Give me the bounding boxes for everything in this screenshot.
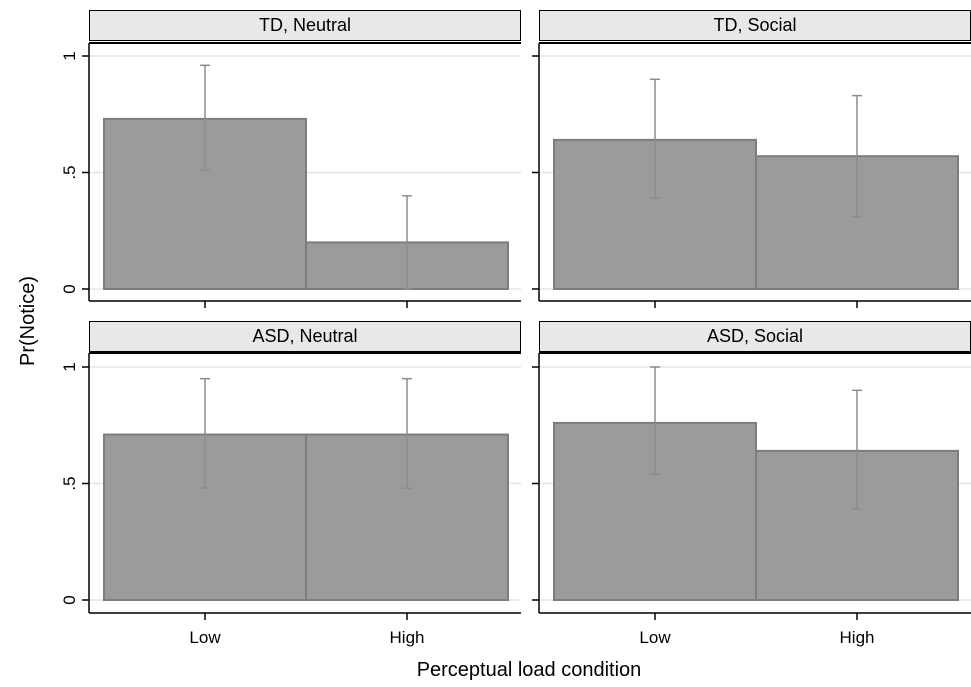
panel: TD, Neutral 0 .5 1 <box>60 10 521 308</box>
panel-strip <box>89 10 521 41</box>
y-tick-label: 1 <box>60 362 79 371</box>
x-tick-label: Low <box>189 628 221 647</box>
y-tick-label: 0 <box>60 284 79 293</box>
panel-strip <box>89 321 521 352</box>
y-tick-label: .5 <box>60 165 79 179</box>
panel: ASD, Social Low High <box>532 321 971 647</box>
y-tick-label: 0 <box>60 595 79 604</box>
x-axis-title: Perceptual load condition <box>417 659 642 681</box>
panel: TD, Social <box>532 10 971 308</box>
y-tick-label: 1 <box>60 51 79 60</box>
panel-title: TD, Social <box>713 15 796 35</box>
y-tick-label: .5 <box>60 476 79 490</box>
x-tick-label: Low <box>639 628 671 647</box>
x-tick-label: High <box>390 628 425 647</box>
panel-title: TD, Neutral <box>259 15 351 35</box>
panels-layer: TD, Neutral 0 .5 1 TD, Social ASD, Neutral 0 .5… <box>60 10 971 647</box>
panel-title: ASD, Social <box>707 326 803 346</box>
panel: ASD, Neutral 0 .5 1 Low High <box>60 321 521 647</box>
x-tick-label: High <box>840 628 875 647</box>
panel-title: ASD, Neutral <box>252 326 357 346</box>
y-axis-title: Pr(Notice) <box>17 276 39 366</box>
